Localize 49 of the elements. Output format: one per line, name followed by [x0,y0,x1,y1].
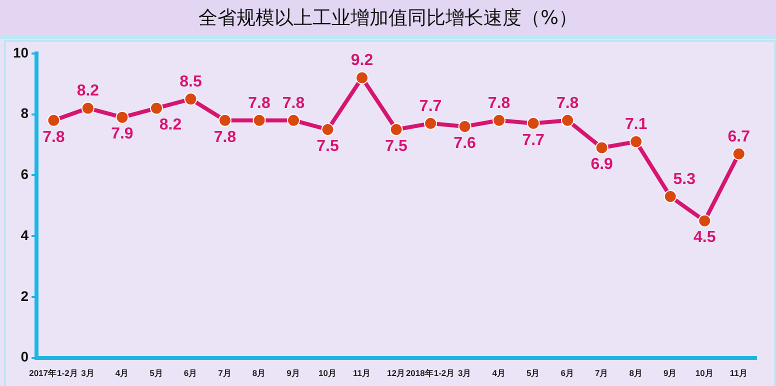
data-label: 7.6 [454,134,476,152]
x-tick-label: 2017年1-2月 [29,368,78,378]
x-tick-label: 2018年1-2月 [406,368,456,378]
x-tick-label: 10月 [695,368,714,378]
y-tick-label: 6 [20,166,29,182]
x-tick-label: 5月 [526,368,540,378]
y-tick-label: 0 [20,348,29,365]
data-label: 7.8 [214,128,236,146]
data-label: 9.2 [350,52,374,70]
data-label: 7.8 [488,94,510,112]
x-tick-label: 6月 [184,368,198,378]
x-tick-label: 8月 [629,368,643,378]
data-label: 7.8 [248,94,270,112]
data-label: 6.9 [590,156,614,174]
x-tick-label: 5月 [150,368,164,378]
data-label: 7.1 [624,116,648,134]
x-tick-label: 9月 [286,368,300,378]
data-label: 8.2 [159,116,182,134]
data-label: 4.5 [693,229,716,246]
data-label: 7.7 [419,98,442,115]
data-label: 7.8 [42,128,65,146]
data-label: 7.8 [282,94,305,112]
x-tick-label: 4月 [115,368,130,378]
data-label: 7.8 [556,94,579,112]
data-label: 8.5 [180,73,202,90]
x-tick-label: 6月 [560,368,574,378]
data-label: 7.7 [522,132,545,149]
y-tick-label: 2 [20,288,29,304]
x-tick-label: 11月 [730,368,748,378]
data-label: 7.5 [385,138,408,155]
data-label: 7.9 [111,126,134,143]
x-tick-label: 3月 [81,368,95,378]
y-tick-label: 8 [20,105,29,122]
data-label: 6.7 [728,128,750,146]
x-tick-label: 12月 [387,368,406,378]
data-label: 8.2 [76,82,100,100]
x-tick-label: 7月 [594,368,609,378]
x-tick-label: 4月 [492,368,506,378]
x-tick-label: 11月 [353,368,372,378]
x-tick-label: 8月 [252,368,266,378]
data-label: 7.5 [316,138,339,155]
y-tick-label: 10 [12,44,29,60]
data-label: 5.3 [673,170,696,188]
x-tick-label: 7月 [218,368,232,378]
y-tick-label: 4 [20,226,29,243]
x-tick-label: 10月 [318,368,338,378]
chart-title: 全省规模以上工业增加值同比增长速度（%） [0,0,776,39]
x-tick-label: 9月 [663,368,678,378]
x-tick-label: 3月 [458,368,472,378]
